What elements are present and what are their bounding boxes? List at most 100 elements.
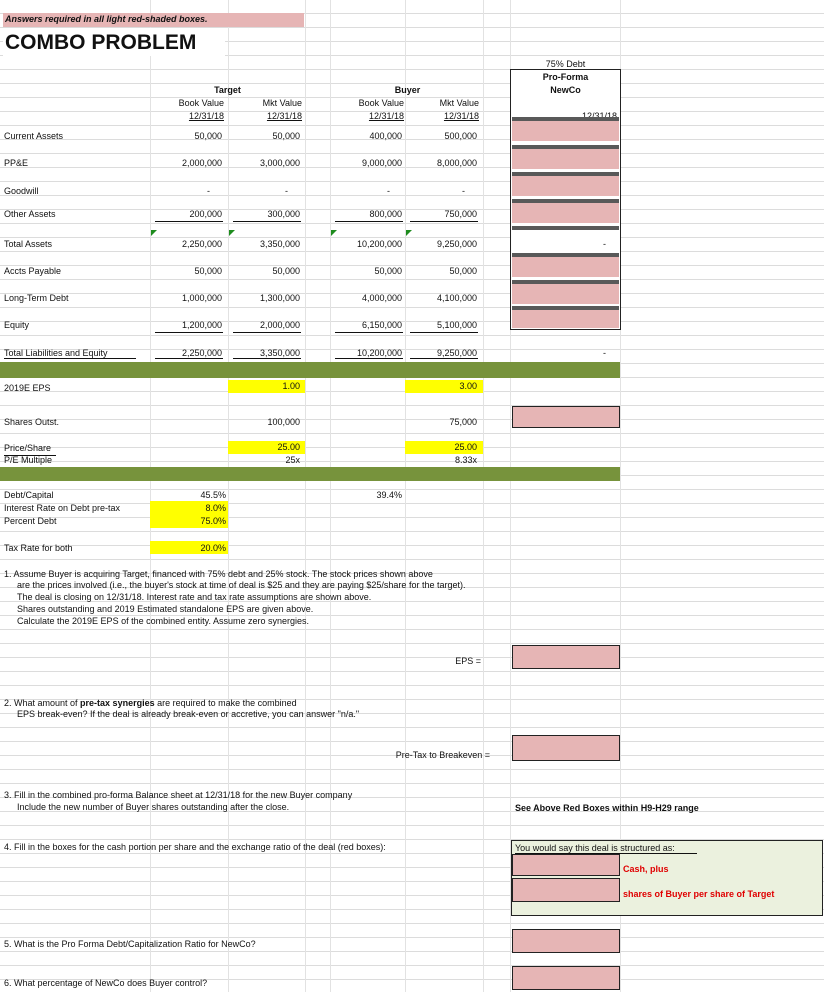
buyer-mkt-date: 12/31/18 <box>443 111 479 121</box>
price-buyer-highlight <box>405 441 483 454</box>
underline <box>233 358 301 359</box>
buyer-book-ppe: 9,000,000 <box>361 158 402 168</box>
row-label-total-assets: Total Assets <box>4 239 53 249</box>
underline <box>335 221 403 222</box>
target-book-total-le: 2,250,000 <box>181 348 222 358</box>
target-mkt-current-assets: 50,000 <box>272 131 300 141</box>
tax-highlight <box>150 541 228 554</box>
separator-bar <box>512 145 619 149</box>
newco-current-assets-input[interactable] <box>512 121 619 141</box>
comment-marker <box>229 230 235 236</box>
underline <box>4 358 136 359</box>
eps-label: 2019E EPS <box>4 383 51 393</box>
target-mkt-long-term-debt: 1,300,000 <box>259 293 300 303</box>
debt-cap-target: 45.5% <box>200 490 226 500</box>
shares-label: Shares Outst. <box>4 417 60 427</box>
assumption-highlight <box>150 501 228 528</box>
q5-line1: 5. What is the Pro Forma Debt/Capitaliza… <box>4 939 256 949</box>
newco-equity-input[interactable] <box>512 310 619 328</box>
eps-target-highlight <box>228 380 305 393</box>
shares-target: 100,000 <box>267 417 300 427</box>
target-book-goodwill: - <box>207 186 210 196</box>
underline <box>410 221 478 222</box>
row-label-long-term-debt: Long-Term Debt <box>4 293 69 303</box>
buyer-book-accts-payable: 50,000 <box>374 266 402 276</box>
page-title: COMBO PROBLEM <box>5 31 197 54</box>
newco-other-assets-input[interactable] <box>512 203 619 223</box>
exchange-ratio-input[interactable] <box>512 878 620 902</box>
underline <box>4 455 56 456</box>
target-mkt-accts-payable: 50,000 <box>272 266 300 276</box>
row-label-total-liabilities-equity: Total Liabilities and Equity <box>4 348 108 358</box>
separator-bar <box>512 253 619 257</box>
debt-cap-label: Debt/Capital <box>4 490 54 500</box>
q1-line5: Calculate the 2019E EPS of the combined … <box>17 616 309 626</box>
newco-total-le: - <box>603 348 606 358</box>
target-book-ppe: 2,000,000 <box>181 158 222 168</box>
tax-value[interactable]: 20.0% <box>200 543 226 553</box>
buyer-mkt-label: Mkt Value <box>439 98 479 108</box>
deal-structure-title: You would say this deal is structured as… <box>515 843 675 853</box>
cash-per-share-input[interactable] <box>512 854 620 876</box>
grid-line <box>483 0 484 992</box>
price-target: 25.00 <box>277 442 300 452</box>
underline <box>515 853 697 854</box>
separator-bar <box>512 199 619 203</box>
target-book-long-term-debt: 1,000,000 <box>181 293 222 303</box>
buyer-book-long-term-debt: 4,000,000 <box>361 293 402 303</box>
target-mkt-label: Mkt Value <box>262 98 302 108</box>
debt-cap-ratio-input[interactable] <box>512 929 620 953</box>
buyer-mkt-equity: 5,100,000 <box>436 320 477 330</box>
shares-buyer: 75,000 <box>449 417 477 427</box>
separator-bar <box>512 172 619 176</box>
buyer-control-input[interactable] <box>512 966 620 990</box>
buyer-mkt-current-assets: 500,000 <box>444 131 477 141</box>
target-mkt-equity: 2,000,000 <box>259 320 300 330</box>
buyer-mkt-total-assets: 9,250,000 <box>436 239 477 249</box>
grid-line <box>150 0 151 992</box>
section-divider <box>0 362 620 378</box>
eps-buyer-highlight <box>405 380 483 393</box>
eps-target: 1.00 <box>282 381 300 391</box>
target-mkt-date: 12/31/18 <box>266 111 302 121</box>
breakeven-answer-input[interactable] <box>512 735 620 761</box>
comment-marker <box>151 230 157 236</box>
underline <box>410 332 478 333</box>
target-title: Target <box>214 85 241 95</box>
buyer-book-goodwill: - <box>387 186 390 196</box>
underline <box>155 332 223 333</box>
newco-goodwill-input[interactable] <box>512 176 619 196</box>
q1-line2: are the prices involved (i.e., the buyer… <box>17 580 466 590</box>
newco-proforma-label: Pro-Forma <box>542 72 589 82</box>
buyer-book-other-assets: 800,000 <box>369 209 402 219</box>
newco-label: NewCo <box>550 85 581 95</box>
newco-debt-label: 75% Debt <box>545 59 586 69</box>
pct-debt-value[interactable]: 75.0% <box>200 516 226 526</box>
pe-target: 25x <box>285 455 300 465</box>
interest-value[interactable]: 8.0% <box>205 503 226 513</box>
debt-cap-buyer: 39.4% <box>376 490 402 500</box>
newco-long-term-debt-input[interactable] <box>512 284 619 304</box>
target-book-other-assets: 200,000 <box>189 209 222 219</box>
buyer-book-label: Book Value <box>358 98 404 108</box>
target-book-current-assets: 50,000 <box>194 131 222 141</box>
newco-shares-input[interactable] <box>512 406 620 428</box>
newco-accts-payable-input[interactable] <box>512 257 619 277</box>
target-mkt-ppe: 3,000,000 <box>259 158 300 168</box>
target-book-date: 12/31/18 <box>188 111 224 121</box>
separator-bar <box>512 306 619 310</box>
underline <box>335 332 403 333</box>
grid-line <box>405 0 406 992</box>
grid-line <box>228 0 229 992</box>
newco-ppe-input[interactable] <box>512 149 619 169</box>
buyer-book-total-assets: 10,200,000 <box>356 239 402 249</box>
row-label-current-assets: Current Assets <box>4 131 64 141</box>
section-divider <box>0 467 620 481</box>
eps-answer-input[interactable] <box>512 645 620 669</box>
buyer-mkt-long-term-debt: 4,100,000 <box>436 293 477 303</box>
q3-line1: 3. Fill in the combined pro-forma Balanc… <box>4 790 353 800</box>
eps-buyer: 3.00 <box>459 381 477 391</box>
q3-note: See Above Red Boxes within H9-H29 range <box>515 803 699 813</box>
breakeven-label: Pre-Tax to Breakeven = <box>395 750 490 760</box>
buyer-mkt-other-assets: 750,000 <box>444 209 477 219</box>
